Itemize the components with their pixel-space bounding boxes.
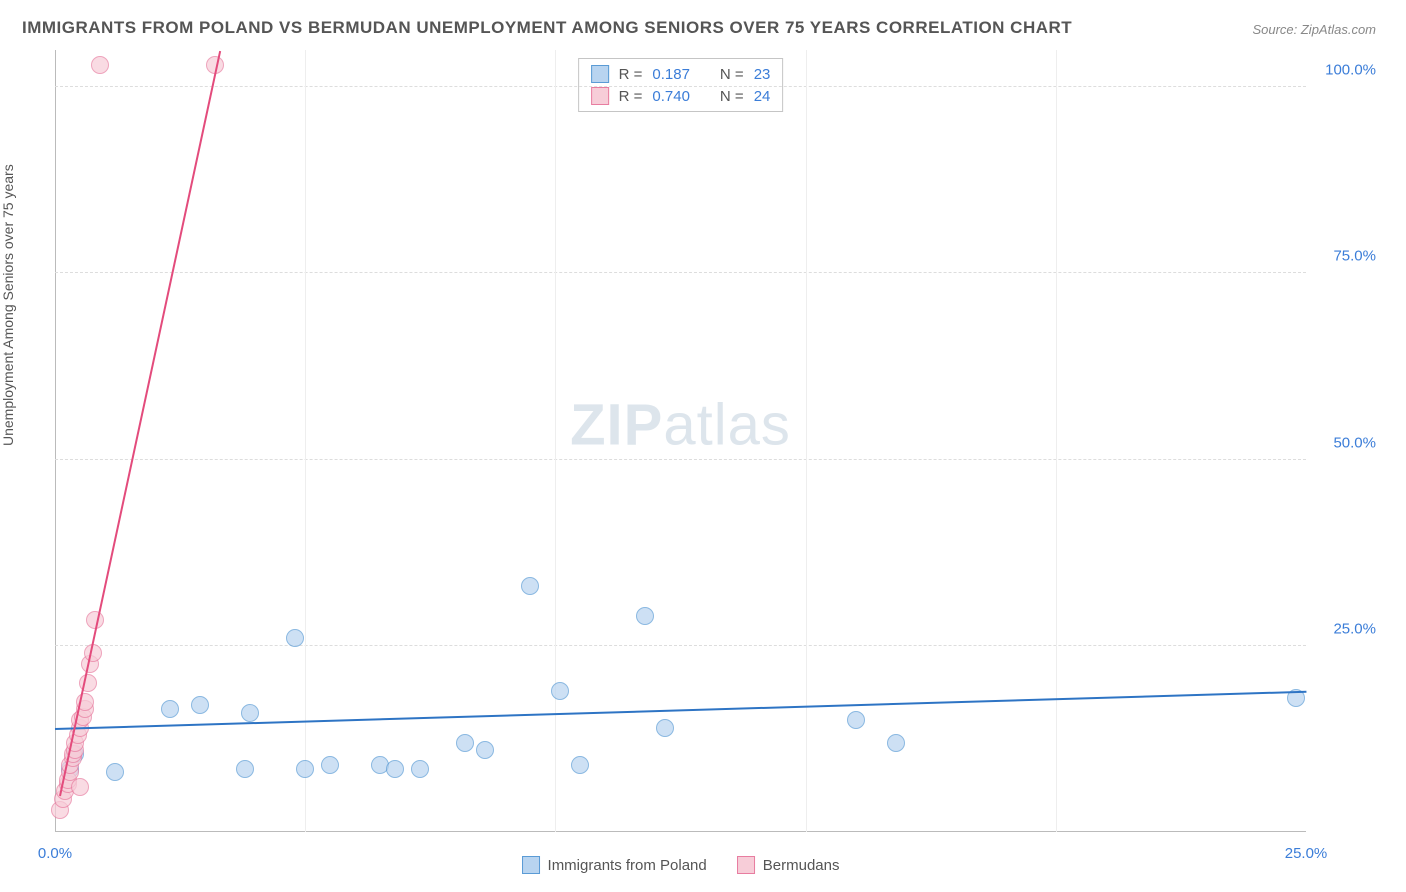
data-point [887, 734, 905, 752]
x-tick-label: 25.0% [1285, 845, 1328, 862]
legend-row: R = 0.187 N = 23 [591, 63, 771, 85]
data-point [656, 719, 674, 737]
y-tick-label: 50.0% [1316, 434, 1376, 451]
series-legend-item: Bermudans [737, 856, 840, 874]
legend-r-label: R = [619, 66, 643, 83]
data-point [241, 704, 259, 722]
gridline [55, 645, 1306, 646]
gridline [55, 272, 1306, 273]
data-point [847, 711, 865, 729]
legend-n-label: N = [720, 88, 744, 105]
data-point [386, 760, 404, 778]
data-point [476, 741, 494, 759]
y-axis-label: Unemployment Among Seniors over 75 years [0, 164, 16, 446]
series-legend-label: Bermudans [763, 857, 840, 874]
x-axis-line [55, 831, 1306, 832]
gridline [55, 459, 1306, 460]
chart-area: ZIPatlas R =0.187N =23R =0.740N =24 25.0… [55, 50, 1306, 832]
legend-n-value: 24 [754, 88, 771, 105]
series-legend-item: Immigrants from Poland [522, 856, 707, 874]
data-point [286, 629, 304, 647]
legend-r-value: 0.187 [652, 66, 690, 83]
legend-n-label: N = [720, 66, 744, 83]
x-tick-label: 0.0% [38, 845, 72, 862]
series-legend: Immigrants from Poland Bermudans [522, 856, 840, 874]
data-point [571, 756, 589, 774]
chart-title: IMMIGRANTS FROM POLAND VS BERMUDAN UNEMP… [22, 18, 1072, 38]
data-point [636, 607, 654, 625]
watermark: ZIPatlas [570, 392, 791, 459]
legend-r-value: 0.740 [652, 88, 690, 105]
y-tick-label: 75.0% [1316, 248, 1376, 265]
y-axis-line [55, 50, 56, 832]
source-attribution: Source: ZipAtlas.com [1252, 22, 1376, 37]
legend-swatch [591, 65, 609, 83]
data-point [456, 734, 474, 752]
y-tick-label: 25.0% [1316, 620, 1376, 637]
legend-swatch [737, 856, 755, 874]
data-point [551, 682, 569, 700]
legend-swatch [522, 856, 540, 874]
vgridline [1056, 50, 1057, 832]
data-point [161, 700, 179, 718]
y-tick-label: 100.0% [1316, 62, 1376, 79]
legend-r-label: R = [619, 88, 643, 105]
gridline [55, 86, 1306, 87]
data-point [91, 56, 109, 74]
legend-row: R = 0.740 N = 24 [591, 85, 771, 107]
plot-region: ZIPatlas R =0.187N =23R =0.740N =24 25.0… [55, 50, 1306, 832]
data-point [521, 577, 539, 595]
correlation-legend: R = 0.187 N = 23 R = 0.740 N = 24 [578, 58, 784, 112]
legend-swatch [591, 87, 609, 105]
vgridline [305, 50, 306, 832]
data-point [411, 760, 429, 778]
vgridline [806, 50, 807, 832]
data-point [321, 756, 339, 774]
series-legend-label: Immigrants from Poland [548, 857, 707, 874]
data-point [106, 763, 124, 781]
data-point [296, 760, 314, 778]
trend-line [59, 51, 221, 796]
data-point [71, 778, 89, 796]
data-point [236, 760, 254, 778]
legend-n-value: 23 [754, 66, 771, 83]
data-point [191, 696, 209, 714]
